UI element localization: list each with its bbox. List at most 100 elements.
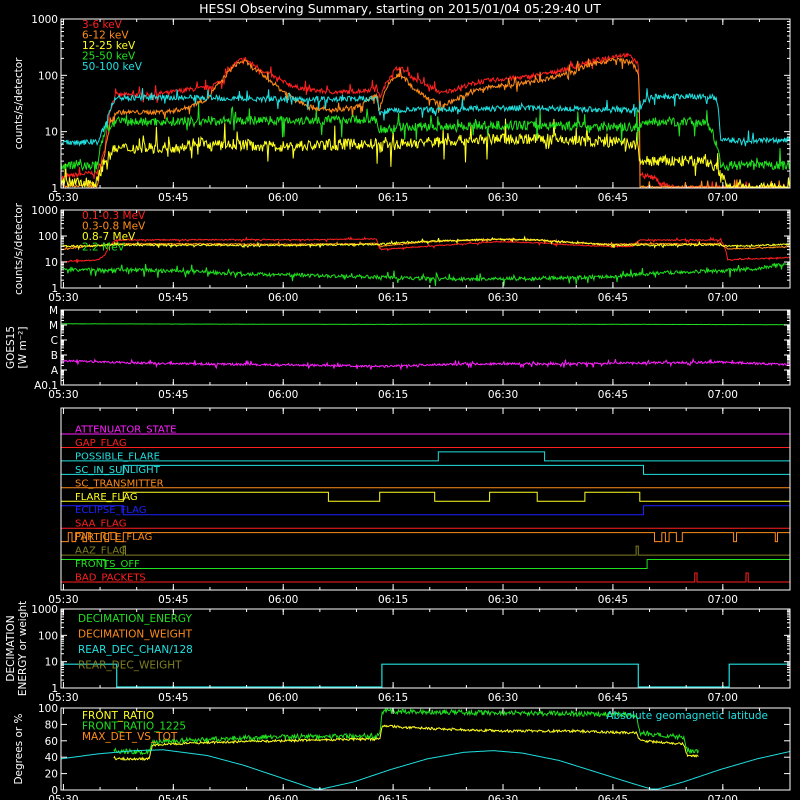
decimation-ytick-label-3: 1000 — [31, 604, 58, 616]
goes-ylabel2: [W m⁻²] — [17, 327, 29, 369]
ratio-xtick-label-0: 05:30 — [48, 794, 78, 800]
flag-bad-packets-label: BAD_PACKETS — [75, 573, 146, 584]
decimation-ylabel: DECIMATION — [5, 615, 17, 681]
ratio-frame — [60, 707, 791, 791]
flag-sc-in-sunlight-trace — [61, 464, 790, 475]
flag-sc-transmitter-label: SC_TRANSMITTER — [75, 478, 164, 489]
ratio-annotation: Absolute geomagnetic latitude — [606, 710, 768, 722]
gamma-frame — [60, 209, 791, 289]
decimation-xtick-label-4: 06:30 — [488, 692, 518, 704]
hxr-ytick-label-2: 100 — [38, 70, 58, 82]
goes-xtick-label-5: 06:45 — [598, 389, 628, 401]
ratio-legend-0: FRONT_RATIO — [82, 710, 154, 722]
gamma-series-2-2-mev — [61, 261, 790, 287]
flag-fronts-off-label: FRONTS_OFF — [75, 559, 140, 570]
goes-ytick-label-0: A0.1 — [34, 380, 58, 392]
hxr-xtick-label-0: 05:30 — [48, 192, 78, 204]
flag-flare-flag-label: FLARE_FLAG — [75, 492, 138, 503]
panel-flags: ATTENUATOR_STATE GAP_FLAG POSSIBLE_FLARE SC… — [48, 407, 791, 606]
flags-frame — [60, 407, 791, 591]
decimation-xtick-label-1: 05:45 — [158, 692, 188, 704]
flag-eclipse-flag-label: ECLIPSE_FLAG — [75, 505, 146, 516]
gamma-ytick-label-3: 1000 — [31, 205, 58, 217]
flag-flare-flag-trace — [61, 491, 790, 502]
flags-plot-area: ATTENUATOR_STATE GAP_FLAG POSSIBLE_FLARE SC… — [61, 425, 790, 584]
hxr-ytick-label-3: 1000 — [31, 14, 58, 26]
gamma-xtick-label-0: 05:30 — [48, 292, 78, 304]
decimation-ytick-label-2: 100 — [38, 630, 58, 642]
gamma-xtick-label-3: 06:15 — [378, 292, 408, 304]
flag-aaz-flag-trace — [61, 545, 790, 556]
goes-xtick-label-1: 05:45 — [158, 389, 188, 401]
gamma-legend-3: 2.2 MeV — [82, 242, 126, 254]
goes-top-label: M — [49, 305, 58, 317]
flags-xtick-label-4: 06:30 — [488, 594, 518, 606]
panel-ratio: 0 20 40 60 80 100 Degrees or % FRONT_RATIOFRONT… — [13, 703, 791, 800]
hxr-ytick-label-0: 1 — [51, 183, 58, 195]
flag-gap-flag-label: GAP_FLAG — [75, 438, 127, 449]
goes-xtick-label-0: 05:30 — [48, 389, 78, 401]
panel-decimation: 1 10 100 1000 DECIMATION ENERGY or weight DECI… — [5, 601, 791, 704]
hxr-legend-2: 12-25 keV — [82, 40, 136, 52]
gamma-xtick-label-1: 05:45 — [158, 292, 188, 304]
gamma-legend-1: 0.3-0.8 MeV — [82, 221, 146, 233]
flag-attenuator-state-label: ATTENUATOR_STATE — [75, 425, 176, 436]
gamma-series-0-1-0-3-mev — [61, 235, 790, 264]
goes-xtick-label-4: 06:30 — [488, 389, 518, 401]
flag-particle-flag-trace — [61, 532, 790, 543]
flag-aaz-flag-label: AAZ_FLAG — [75, 546, 127, 557]
ratio-ytick-label-3: 60 — [45, 736, 58, 748]
gamma-xtick-label-2: 06:00 — [268, 292, 298, 304]
hxr-ytick-label-1: 10 — [45, 127, 58, 139]
flags-xtick-label-3: 06:15 — [378, 594, 408, 606]
goes-series-goes-short — [61, 357, 790, 371]
ratio-ytick-label-4: 80 — [45, 719, 58, 731]
flag-eclipse-flag-trace — [61, 505, 790, 516]
flag-bad-packets-trace — [61, 572, 790, 583]
hxr-xtick-label-6: 07:00 — [708, 192, 738, 204]
decimation-series-rear-dec-chan-128 — [61, 663, 790, 688]
goes-xtick-label-3: 06:15 — [378, 389, 408, 401]
flag-possible-flare-trace — [61, 451, 790, 462]
ratio-ytick-label-2: 40 — [45, 752, 58, 764]
ratio-xtick-label-3: 06:15 — [378, 794, 408, 800]
hxr-xtick-label-1: 05:45 — [158, 192, 188, 204]
ratio-series-front-ratio — [113, 724, 699, 762]
decimation-legend-3: REAR_DEC_WEIGHT — [78, 660, 182, 672]
hxr-xtick-label-4: 06:30 — [488, 192, 518, 204]
flags-xtick-label-5: 06:45 — [598, 594, 628, 606]
gamma-xtick-label-6: 07:00 — [708, 292, 738, 304]
goes-series-goes-long — [61, 323, 790, 326]
decimation-plot-area — [61, 663, 790, 688]
gamma-legend-2: 0.8-7 MeV — [82, 231, 136, 243]
ratio-legend-2: MAX_DET_VS_TOT — [82, 731, 178, 743]
decimation-xtick-label-5: 06:45 — [598, 692, 628, 704]
decimation-xtick-label-0: 05:30 — [48, 692, 78, 704]
goes-plot-area — [61, 323, 790, 371]
ratio-xtick-label-5: 06:45 — [598, 794, 628, 800]
gamma-series-0-8-7-mev — [61, 235, 790, 251]
flags-xtick-label-1: 05:45 — [158, 594, 188, 606]
hxr-frame — [60, 18, 791, 189]
figure-title: HESSI Observing Summary, starting on 201… — [199, 1, 601, 16]
hxr-ylabel: counts/s/detector — [13, 57, 25, 150]
flags-xtick-label-6: 07:00 — [708, 594, 738, 606]
hxr-legend-4: 50-100 keV — [82, 61, 143, 73]
ratio-ytick-label-1: 20 — [45, 769, 58, 781]
ratio-ytick-label-0: 0 — [51, 785, 58, 797]
ratio-ytick-label-5: 100 — [38, 703, 58, 715]
gamma-legend-0: 0.1-0.3 MeV — [82, 210, 146, 222]
goes-xtick-label-6: 07:00 — [708, 389, 738, 401]
gamma-ylabel: counts/s/detector — [13, 202, 25, 295]
hxr-legend-3: 25-50 keV — [82, 51, 136, 63]
hxr-xtick-label-2: 06:00 — [268, 192, 298, 204]
decimation-xtick-label-6: 07:00 — [708, 692, 738, 704]
gamma-xtick-label-4: 06:30 — [488, 292, 518, 304]
goes-ytick-label-2: B — [51, 350, 58, 362]
gamma-ytick-label-1: 10 — [45, 257, 58, 269]
decimation-xtick-label-2: 06:00 — [268, 692, 298, 704]
gamma-ytick-label-0: 1 — [51, 283, 58, 295]
